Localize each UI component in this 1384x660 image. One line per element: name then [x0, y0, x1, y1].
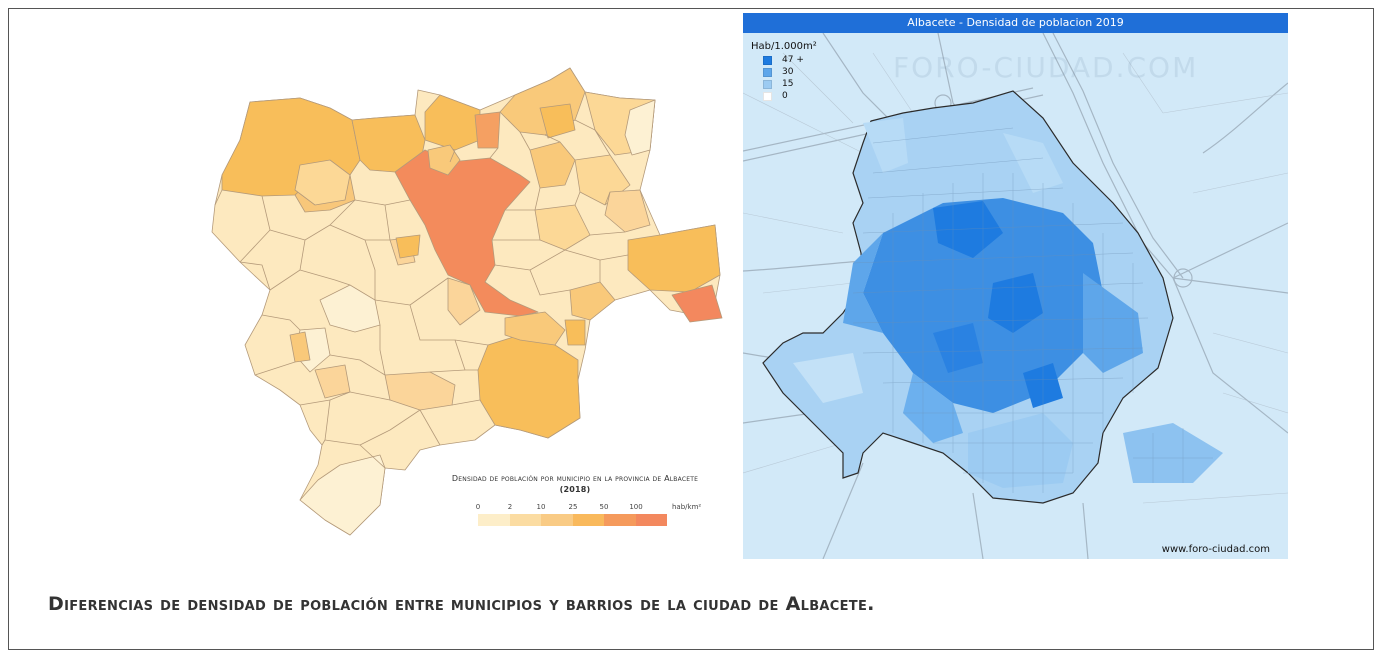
density-zone-peak — [933, 323, 983, 373]
legend-swatch — [510, 514, 541, 526]
province-map-year: (2018) — [559, 485, 591, 494]
municipality — [604, 189, 651, 233]
municipality — [529, 141, 576, 189]
municipality — [671, 284, 723, 323]
source-credit: www.foro-ciudad.com — [1161, 544, 1270, 555]
density-zone-low — [1003, 133, 1063, 193]
city-legend-title: Hab/1.000m² — [751, 41, 817, 52]
municipality — [627, 224, 721, 293]
legend-swatch — [541, 514, 573, 526]
municipality — [447, 277, 481, 326]
province-density-map — [211, 67, 723, 536]
legend-swatch — [604, 514, 636, 526]
province-density-legend: 0 2 10 25 50 100 hab/km² — [470, 503, 702, 533]
density-zone-medium — [903, 373, 963, 443]
legend-tick: 0 — [475, 503, 481, 511]
density-zone-low — [863, 118, 908, 173]
legend-tick: 100 — [629, 503, 643, 511]
legend-swatch — [478, 514, 510, 526]
city-legend-item: 0 — [751, 90, 817, 102]
density-zone-low — [793, 353, 863, 403]
city-legend-label: 15 — [782, 79, 794, 89]
municipality — [564, 319, 586, 346]
legend-color-box — [763, 67, 772, 77]
legend-swatch — [573, 514, 604, 526]
density-zone-medium — [1083, 273, 1143, 373]
city-legend-label: 47 + — [782, 55, 804, 65]
municipality — [569, 281, 616, 321]
legend-unit: hab/km² — [672, 503, 702, 511]
municipality — [624, 99, 656, 156]
municipality — [289, 331, 311, 363]
watermark: FORO-CIUDAD.COM — [893, 51, 1199, 84]
province-map-title: Densidad de población por municipio en l… — [420, 473, 730, 495]
legend-tick: 25 — [568, 503, 578, 511]
city-density-map-panel: Albacete - Densidad de poblacion 2019 — [743, 13, 1288, 559]
legend-color-box — [763, 79, 772, 89]
density-zone-medium — [843, 233, 883, 333]
province-map-title-text: Densidad de población por municipio en l… — [451, 474, 699, 483]
figure-caption: Diferencias de densidad de población ent… — [48, 593, 875, 615]
municipality — [294, 159, 351, 206]
density-zone-peak — [933, 201, 1003, 258]
city-density-map — [743, 33, 1288, 559]
density-zone-low — [968, 413, 1073, 488]
municipality — [504, 311, 566, 346]
municipality — [534, 204, 591, 251]
albacete-municipality — [394, 149, 539, 317]
city-legend-item: 15 — [751, 78, 817, 90]
municipality — [395, 234, 421, 259]
legend-color-box — [763, 55, 772, 65]
city-density-legend: Hab/1.000m² 47 + 30 15 0 — [751, 41, 817, 102]
legend-tick: 2 — [507, 503, 513, 511]
municipality — [424, 94, 481, 151]
legend-tick: 10 — [536, 503, 546, 511]
city-legend-label: 30 — [782, 67, 794, 77]
municipality — [474, 111, 501, 149]
legend-color-box — [763, 91, 772, 101]
municipality — [427, 144, 461, 176]
city-legend-label: 0 — [782, 91, 788, 101]
legend-swatch — [636, 514, 667, 526]
city-legend-item: 47 + — [751, 54, 817, 66]
legend-tick: 50 — [599, 503, 609, 511]
municipality — [539, 103, 576, 139]
city-map-title: Albacete - Densidad de poblacion 2019 — [743, 13, 1288, 33]
municipality — [299, 454, 386, 536]
density-zone-low — [1123, 423, 1223, 483]
city-legend-item: 30 — [751, 66, 817, 78]
